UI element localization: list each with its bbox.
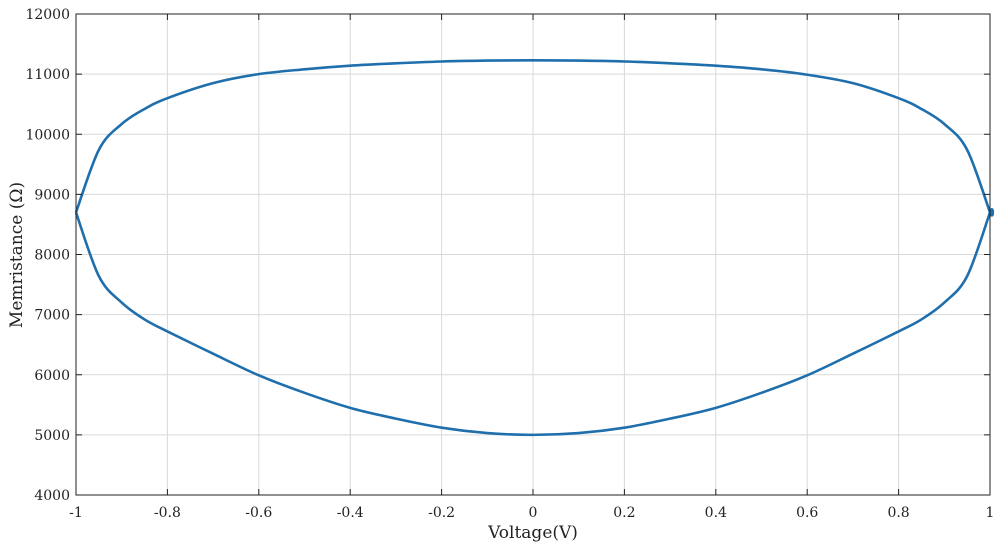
x-tick-label: 0.8 <box>887 505 909 521</box>
x-tick-label: 0.4 <box>705 505 727 521</box>
y-tick-label: 11000 <box>25 67 70 83</box>
x-tick-label: -0.4 <box>337 505 364 521</box>
x-tick-label: -0.8 <box>154 505 181 521</box>
series-layer <box>74 58 995 437</box>
y-tick-label: 7000 <box>34 308 70 324</box>
x-tick-label: -0.6 <box>245 505 272 521</box>
y-tick-label: 5000 <box>34 428 70 444</box>
y-tick-label: 6000 <box>34 368 70 384</box>
x-tick-label: 1 <box>986 505 995 521</box>
y-tick-label: 12000 <box>25 7 70 23</box>
tick-marks <box>75 13 991 496</box>
x-axis-label: Voltage(V) <box>487 523 578 543</box>
x-tick-label: 0.6 <box>796 505 818 521</box>
x-tick-label: 0 <box>529 505 538 521</box>
y-tick-label: 9000 <box>34 187 70 203</box>
y-tick-label: 4000 <box>34 488 70 504</box>
x-tick-label: -1 <box>69 505 83 521</box>
y-tick-labels: 4000 5000 6000 7000 8000 9000 10000 11000 12000 <box>25 7 70 504</box>
x-tick-label: 0.2 <box>613 505 635 521</box>
y-axis-label: Memristance (Ω) <box>7 182 27 328</box>
grid-lines <box>75 13 991 496</box>
y-tick-label: 8000 <box>34 248 70 264</box>
x-tick-labels: -1 -0.8 -0.6 -0.4 -0.2 0 0.2 0.4 0.6 0.8 1 <box>69 505 994 521</box>
y-tick-label: 10000 <box>25 127 70 143</box>
x-tick-label: -0.2 <box>428 505 455 521</box>
series-line-0 <box>74 58 995 437</box>
